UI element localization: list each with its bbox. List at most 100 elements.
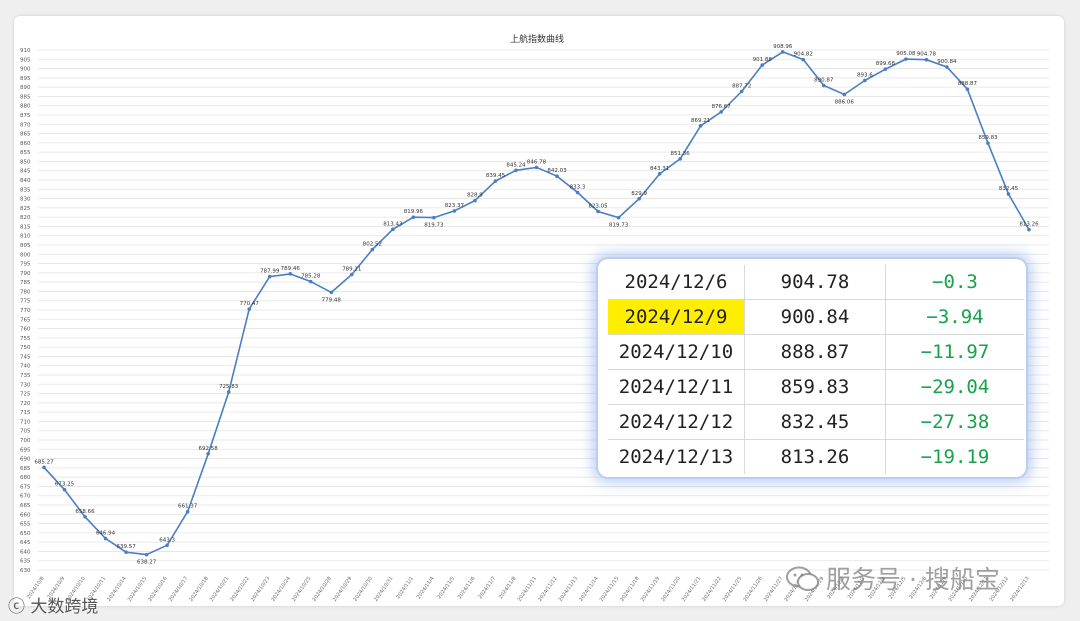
y-tick-label: 755 xyxy=(20,336,31,342)
data-point xyxy=(904,57,908,61)
data-point xyxy=(247,307,252,311)
y-tick-label: 820 xyxy=(20,215,31,221)
x-tick-label: 2024/11/5 xyxy=(436,576,456,600)
data-label: 876.67 xyxy=(712,104,732,110)
y-tick-label: 870 xyxy=(20,122,31,128)
data-label: 843.31 xyxy=(650,166,669,172)
y-tick-label: 670 xyxy=(20,494,31,500)
data-label: 908.96 xyxy=(773,44,793,50)
x-tick-label: 2024/10/14 xyxy=(106,576,127,603)
x-tick-label: 2024/10/28 xyxy=(311,576,332,603)
data-point xyxy=(165,543,169,548)
y-tick-label: 660 xyxy=(20,512,31,518)
data-point xyxy=(555,174,559,179)
y-tick-label: 790 xyxy=(20,271,31,277)
data-point xyxy=(432,215,436,220)
data-label: 839.45 xyxy=(486,173,506,179)
x-tick-label: 2024/11/12 xyxy=(537,576,558,603)
data-label: 725.83 xyxy=(219,384,239,390)
data-point xyxy=(62,487,67,492)
change-cell: −3.94 xyxy=(885,299,1024,335)
y-tick-label: 690 xyxy=(20,457,31,463)
data-label: 638.27 xyxy=(137,560,157,566)
line-chart: 上航指数曲线 630 635 640 645 650 655 660 665 670 675 680… xyxy=(20,33,1049,603)
data-point xyxy=(842,92,847,97)
data-point xyxy=(391,227,395,232)
date-cell-highlighted: 2024/12/9 xyxy=(608,299,745,335)
y-tick-label: 850 xyxy=(20,159,31,165)
date-cell: 2024/12/11 xyxy=(608,369,745,405)
y-tick-label: 795 xyxy=(20,262,31,268)
data-point xyxy=(534,165,539,170)
x-tick-label: 2024/10/29 xyxy=(332,576,353,603)
data-label: 685.27 xyxy=(34,459,54,465)
data-point xyxy=(350,272,354,277)
data-label: 823.37 xyxy=(445,203,465,209)
data-point xyxy=(308,279,313,284)
date-cell: 2024/12/10 xyxy=(608,334,745,370)
data-point xyxy=(801,57,806,62)
data-point xyxy=(986,141,990,145)
y-tick-label: 715 xyxy=(20,410,31,416)
data-point xyxy=(452,209,457,213)
data-label: 819.96 xyxy=(404,209,424,215)
date-cell: 2024/12/12 xyxy=(608,404,745,440)
data-label: 887.72 xyxy=(732,83,751,89)
y-tick-label: 710 xyxy=(20,419,31,425)
data-label: 661.37 xyxy=(178,504,198,510)
y-tick-label: 890 xyxy=(20,85,31,91)
value-cell: 888.87 xyxy=(744,334,886,370)
table-row: 2024/12/10 888.87 −11.97 xyxy=(608,334,1024,370)
data-label: 901.88 xyxy=(753,57,773,63)
y-tick-label: 840 xyxy=(20,178,31,184)
summary-table-panel: 2024/12/6 904.78 −0.3 2024/12/9 900.84 −… xyxy=(598,259,1026,477)
y-tick-label: 745 xyxy=(20,354,31,360)
x-tick-label: 2024/11/11 xyxy=(517,576,538,603)
data-label: 829.9 xyxy=(631,191,647,197)
data-point xyxy=(267,274,272,279)
data-label: 832.45 xyxy=(999,186,1019,192)
x-tick-label: 2024/10/25 xyxy=(291,576,312,603)
brand-logo-icon: ⓒ xyxy=(8,597,25,617)
data-point xyxy=(719,110,723,114)
x-tick-label: 2024/11/18 xyxy=(619,576,640,603)
y-tick-label: 830 xyxy=(20,197,31,203)
data-point xyxy=(924,57,929,62)
date-cell: 2024/12/13 xyxy=(618,446,734,468)
x-tick-label: 2024/11/13 xyxy=(558,576,579,603)
data-point xyxy=(1027,227,1031,232)
data-label: 692.58 xyxy=(199,446,219,452)
data-point xyxy=(965,87,970,92)
data-label: 802.52 xyxy=(363,242,382,248)
y-tick-label: 760 xyxy=(20,327,31,333)
x-tick-label: 2024/11/26 xyxy=(742,576,763,603)
x-tick-label: 2024/11/8 xyxy=(498,576,518,600)
wechat-icon xyxy=(786,566,819,591)
y-tick-label: 805 xyxy=(20,243,31,249)
y-tick-label: 640 xyxy=(20,549,31,555)
change-cell: −11.97 xyxy=(885,334,1024,370)
data-label: 904.78 xyxy=(917,52,937,58)
y-tick-label: 895 xyxy=(20,76,31,82)
data-point xyxy=(144,552,149,557)
data-point xyxy=(411,215,416,220)
data-label: 813.26 xyxy=(1019,222,1039,228)
data-label: 828.9 xyxy=(467,193,483,199)
data-label: 785.28 xyxy=(301,274,321,280)
data-label: 893.6 xyxy=(857,72,873,78)
data-point xyxy=(863,78,867,83)
x-tick-label: 2024/11/20 xyxy=(660,576,681,603)
y-tick-label: 770 xyxy=(20,308,31,314)
data-point xyxy=(698,123,703,128)
data-label: 842.03 xyxy=(547,168,567,174)
x-tick-label: 2024/12/13 xyxy=(1009,576,1030,603)
value-cell: 813.26 xyxy=(744,439,886,474)
data-point xyxy=(329,290,334,295)
y-tick-label: 855 xyxy=(20,150,31,156)
data-label: 859.83 xyxy=(978,135,998,141)
change-cell: −27.38 xyxy=(885,404,1024,440)
y-tick-label: 780 xyxy=(20,289,31,295)
y-tick-label: 720 xyxy=(20,401,31,407)
data-point xyxy=(739,89,744,94)
value-cell: 900.84 xyxy=(744,299,886,335)
